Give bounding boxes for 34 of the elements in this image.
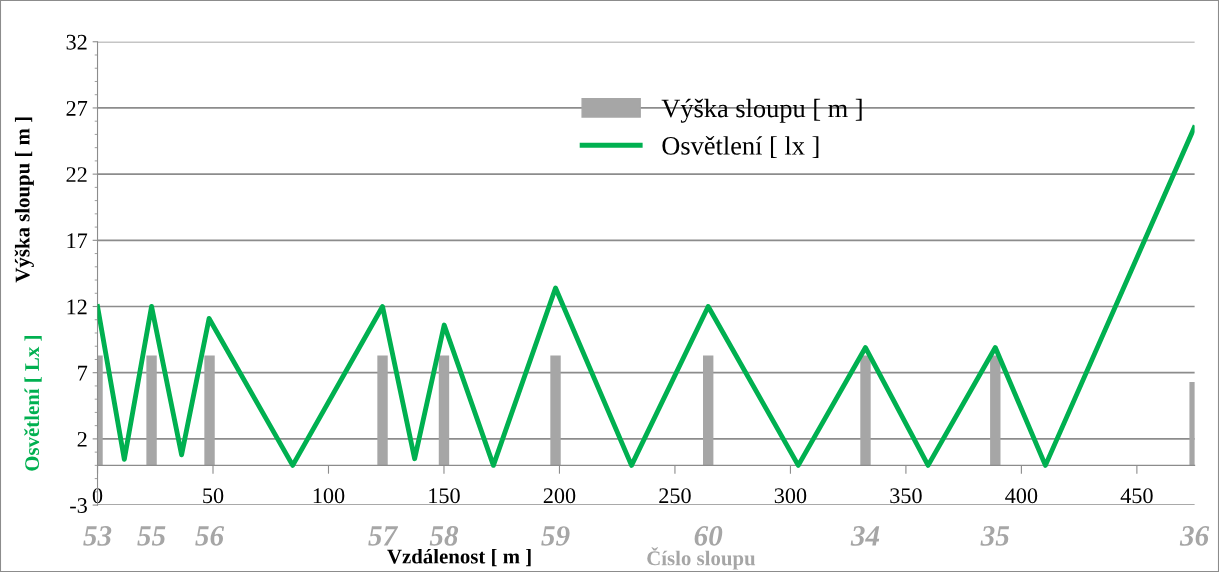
text: 59	[541, 526, 570, 546]
x-tick-label: 300	[774, 488, 807, 504]
x-tick-label: 250	[659, 488, 691, 504]
y-tick-label: 12	[67, 299, 87, 315]
x-tick-label: 350	[890, 488, 922, 504]
y-tick-label: -3	[70, 498, 87, 513]
text: 36	[1179, 526, 1210, 546]
y-axis-title: Výška sloupu [ m ]	[14, 117, 34, 283]
text: 35	[980, 526, 1010, 546]
text: Osvětlení [ Lx ]	[24, 336, 42, 471]
x-tick-label: 400	[1005, 488, 1038, 504]
text: 53	[83, 526, 112, 546]
legend-label: Osvětlení [ lx ]	[662, 136, 819, 159]
x-tick-label: 50	[203, 488, 224, 504]
x-tick-label: 200	[543, 488, 576, 504]
text: 56	[195, 526, 225, 546]
y-tick-label: 22	[66, 167, 87, 182]
x-tick-label: 450	[1120, 488, 1153, 504]
y-tick-label: 7	[78, 365, 88, 381]
y-tick-label: 32	[66, 34, 87, 50]
y-tick-label: 17	[67, 233, 88, 249]
x-tick-label: 100	[313, 488, 345, 504]
x-tick-label: 0	[92, 488, 103, 504]
text: 58	[429, 526, 459, 546]
text: Číslo sloupu	[647, 547, 756, 570]
text: 57	[368, 526, 399, 546]
y-tick-label: 27	[66, 100, 88, 116]
y-tick-label: 2	[77, 431, 87, 447]
text: 55	[137, 526, 166, 546]
x-tick-label: 150	[429, 488, 460, 504]
legend-label: Výška sloupu [ m ]	[661, 98, 862, 123]
x-axis-title: Vzdálenost [ m ]	[387, 548, 531, 567]
text: 34	[850, 526, 880, 546]
text: 60	[694, 526, 723, 546]
